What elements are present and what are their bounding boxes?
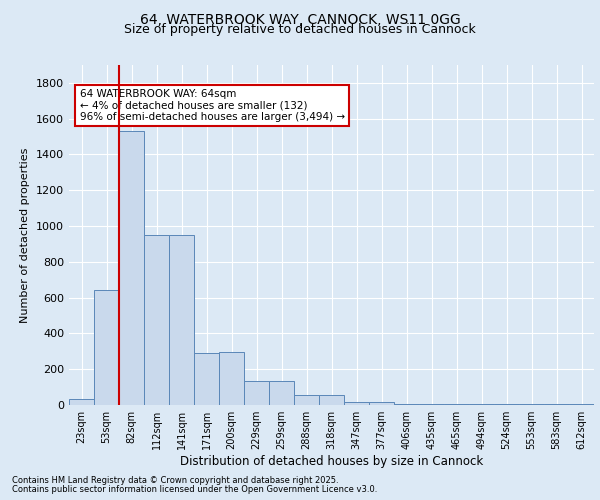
Bar (519, 404, 544, 405)
Bar (244, 381, 269, 405)
Bar (419, 404, 444, 405)
Bar (194, 353, 219, 405)
Bar (544, 404, 569, 405)
Bar (319, 395, 344, 405)
Y-axis label: Number of detached properties: Number of detached properties (20, 148, 31, 322)
X-axis label: Distribution of detached houses by size in Cannock: Distribution of detached houses by size … (180, 455, 483, 468)
Bar (569, 404, 594, 405)
Text: Contains HM Land Registry data © Crown copyright and database right 2025.: Contains HM Land Registry data © Crown c… (12, 476, 338, 485)
Bar (269, 381, 294, 405)
Bar (294, 395, 319, 405)
Bar (369, 402, 394, 405)
Bar (344, 402, 369, 405)
Bar (69, 398, 94, 405)
Bar (444, 404, 469, 405)
Bar (394, 404, 419, 405)
Text: Size of property relative to detached houses in Cannock: Size of property relative to detached ho… (124, 24, 476, 36)
Text: 64, WATERBROOK WAY, CANNOCK, WS11 0GG: 64, WATERBROOK WAY, CANNOCK, WS11 0GG (140, 12, 460, 26)
Bar (169, 235, 194, 405)
Bar (119, 131, 144, 405)
Text: Contains public sector information licensed under the Open Government Licence v3: Contains public sector information licen… (12, 485, 377, 494)
Bar (144, 235, 169, 405)
Bar (494, 404, 519, 405)
Bar (469, 404, 494, 405)
Bar (219, 352, 244, 405)
Text: 64 WATERBROOK WAY: 64sqm
← 4% of detached houses are smaller (132)
96% of semi-d: 64 WATERBROOK WAY: 64sqm ← 4% of detache… (79, 89, 344, 122)
Bar (94, 290, 119, 405)
